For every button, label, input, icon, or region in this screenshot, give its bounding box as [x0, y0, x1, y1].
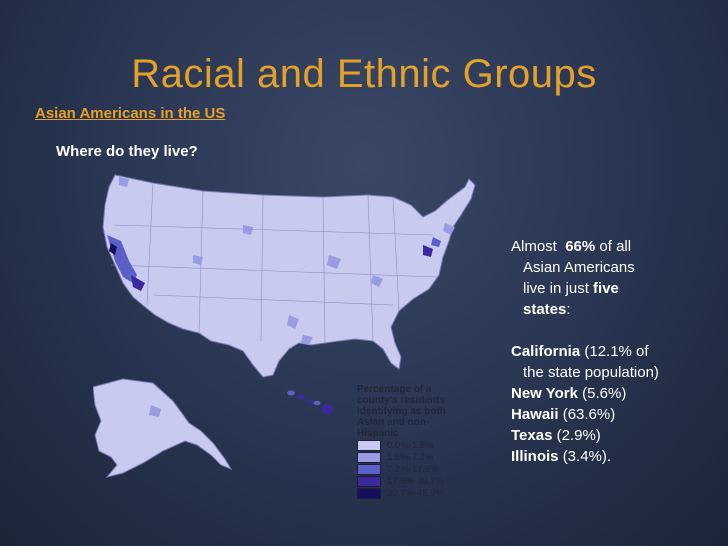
state-detail: (12.1% of [584, 343, 649, 360]
legend-item: 30.7%-45.9% [357, 488, 462, 499]
intro-five: five [593, 280, 619, 297]
state-fact-california: California (12.1% of [511, 341, 711, 362]
intro-states: states [523, 301, 567, 318]
slide-subtitle: Asian Americans in the US [35, 105, 226, 122]
intro-middle-2: Asian Americans [523, 259, 635, 276]
intro-colon: : [566, 301, 571, 318]
state-fact-hawaii: Hawaii (63.6%) [511, 404, 711, 425]
us-asian-population-map [92, 165, 498, 500]
state-name: Illinois [511, 448, 559, 465]
legend-swatch [357, 476, 381, 487]
legend-swatch [357, 440, 381, 451]
legend-label: 30.7%-45.9% [387, 488, 445, 499]
intro-prefix: Almost [511, 238, 557, 255]
facts-panel: Almost 66% of all Asian Americans live i… [511, 236, 711, 467]
legend-swatch [357, 452, 381, 463]
state-detail: (2.9%) [556, 427, 601, 444]
state-name: California [511, 343, 581, 360]
intro-line-1: Almost 66% of all [511, 236, 711, 257]
legend-title: Percentage of a county's residents ident… [357, 384, 446, 439]
state-fact-texas: Texas (2.9%) [511, 425, 711, 446]
legend-label: 0.0%-1.8% [387, 440, 434, 451]
intro-line-2: Asian Americans [511, 257, 711, 278]
state-detail: (5.6%) [582, 385, 627, 402]
legend-label: 17.6%-30.7% [387, 476, 445, 487]
state-borders [110, 182, 439, 344]
legend-label: 7.2%-17.6% [387, 464, 439, 475]
intro-middle-1: of all [599, 238, 632, 255]
state-fact-illinois: Illinois (3.4%). [511, 446, 711, 467]
slide-title: Racial and Ethnic Groups [131, 52, 597, 96]
map-legend: Percentage of a county's residents ident… [357, 384, 462, 499]
contiguous-us-shape [102, 174, 476, 378]
intro-line-4: states: [511, 299, 711, 320]
legend-item: 0.0%-1.8% [357, 440, 462, 451]
legend-swatch [357, 488, 381, 499]
state-name: New York [511, 385, 578, 402]
legend-swatch [357, 464, 381, 475]
intro-middle-3: live in just [523, 280, 589, 297]
state-name: Hawaii [511, 406, 559, 423]
legend-item: 7.2%-17.6% [357, 464, 462, 475]
state-fact-california-cont: the state population) [511, 362, 711, 383]
hawaii-islands [287, 390, 333, 414]
legend-item: 1.8%-7.2% [357, 452, 462, 463]
state-name: Texas [511, 427, 553, 444]
intro-line-3: live in just five [511, 278, 711, 299]
intro-percent: 66% [565, 238, 596, 255]
state-fact-new-york: New York (5.6%) [511, 383, 711, 404]
state-detail: (63.6%) [562, 406, 616, 423]
slide-question: Where do they live? [56, 143, 198, 160]
alaska-shape [92, 378, 233, 478]
concentration-patches [107, 177, 455, 345]
state-detail: (3.4%). [562, 448, 612, 465]
state-detail-cont: the state population) [523, 364, 659, 381]
legend-item: 17.6%-30.7% [357, 476, 462, 487]
legend-label: 1.8%-7.2% [387, 452, 434, 463]
